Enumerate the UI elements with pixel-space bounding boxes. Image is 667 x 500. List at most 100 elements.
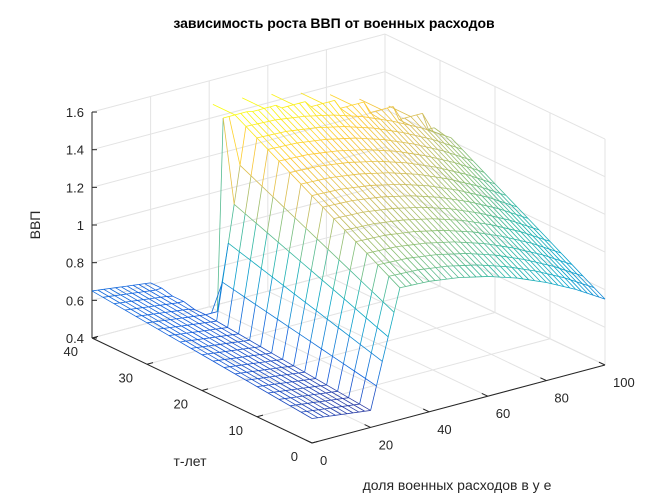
mesh-line	[262, 384, 269, 387]
mesh-line	[215, 335, 222, 338]
mesh-line	[286, 130, 293, 132]
mesh-line	[248, 347, 255, 349]
mesh-line	[599, 296, 606, 300]
mesh-line	[235, 365, 247, 373]
mesh-line	[269, 104, 277, 108]
mesh-line	[516, 206, 529, 219]
mesh-line	[308, 394, 315, 396]
mesh-line	[348, 397, 360, 405]
mesh-line	[542, 254, 554, 267]
mesh-line	[424, 255, 437, 268]
mesh-line	[405, 284, 412, 287]
mesh-line	[502, 236, 514, 249]
mesh-line	[397, 220, 409, 233]
mesh-line	[132, 292, 144, 300]
mesh-line	[317, 194, 330, 207]
mesh-line	[323, 192, 335, 205]
mesh-line	[220, 335, 227, 337]
mesh-line	[458, 181, 471, 194]
mesh-line	[319, 400, 326, 403]
mesh-line	[308, 395, 320, 403]
mesh-line	[274, 133, 286, 146]
mesh-line	[349, 138, 362, 151]
mesh-line	[287, 366, 299, 374]
mesh-line	[364, 410, 371, 412]
mesh-line	[359, 98, 371, 105]
mesh-line	[143, 290, 150, 293]
mesh-line	[451, 208, 458, 211]
mesh-line	[170, 318, 177, 320]
mesh-line	[115, 287, 127, 295]
mesh-line	[453, 171, 466, 184]
mesh-line	[431, 242, 443, 255]
mesh-line	[149, 297, 156, 300]
mesh-line	[473, 231, 480, 234]
mesh-line	[186, 331, 193, 334]
mesh-line	[225, 351, 237, 359]
mesh-line	[185, 340, 198, 348]
mesh-line	[214, 336, 227, 344]
mesh-line	[438, 133, 451, 146]
mesh-line	[256, 385, 263, 388]
mesh-line	[271, 319, 278, 354]
mesh-line	[165, 303, 172, 305]
mesh-line	[353, 404, 365, 412]
mesh-line	[527, 225, 534, 229]
mesh-line	[120, 293, 127, 296]
mesh-line	[322, 205, 329, 208]
mesh-line	[309, 128, 321, 141]
mesh-line	[370, 385, 377, 411]
mesh-line	[307, 402, 319, 411]
mesh-line	[310, 104, 318, 108]
mesh-line	[386, 119, 398, 132]
mesh-line	[275, 105, 288, 119]
mesh-line	[342, 398, 354, 406]
mesh-line	[294, 217, 307, 229]
mesh-line	[97, 289, 110, 297]
mesh-line	[176, 309, 183, 312]
mesh-line	[295, 403, 302, 406]
mesh-line	[369, 210, 375, 212]
mesh-line	[331, 151, 343, 164]
mesh-line	[331, 391, 343, 399]
mesh-line	[479, 222, 486, 225]
mesh-line	[147, 314, 159, 322]
mesh-line	[397, 219, 404, 222]
mesh-line	[452, 189, 459, 191]
mesh-line	[185, 339, 192, 342]
mesh-line	[297, 387, 304, 390]
mesh-line	[231, 342, 244, 350]
mesh-line	[465, 173, 472, 177]
mesh-line	[221, 327, 233, 336]
mesh-line	[529, 269, 536, 272]
mesh-line	[449, 152, 456, 156]
mesh-line	[407, 244, 414, 246]
mesh-line	[103, 288, 110, 290]
mesh-line	[409, 124, 422, 138]
grid-line-z	[91, 146, 386, 226]
mesh-line	[265, 352, 272, 355]
mesh-line	[290, 396, 297, 399]
mesh-line	[532, 235, 539, 238]
mesh-line	[389, 260, 396, 263]
mesh-line	[442, 159, 455, 172]
mesh-line	[163, 328, 176, 336]
mesh-line	[242, 348, 255, 356]
mesh-line	[158, 320, 170, 328]
mesh-line	[324, 408, 336, 416]
mesh-line	[428, 185, 441, 198]
mesh-line	[480, 204, 493, 217]
mesh-line	[231, 350, 243, 358]
mesh-line	[338, 230, 346, 260]
mesh-line	[486, 214, 493, 217]
mesh-line	[260, 346, 272, 354]
mesh-line	[161, 287, 173, 297]
mesh-line	[429, 175, 442, 188]
mesh-line	[487, 196, 494, 200]
mesh-line	[332, 138, 344, 151]
mesh-line	[176, 317, 183, 320]
mesh-line	[484, 233, 497, 246]
mesh-line	[376, 361, 383, 387]
mesh-line	[526, 233, 538, 246]
mesh-line	[165, 312, 177, 320]
